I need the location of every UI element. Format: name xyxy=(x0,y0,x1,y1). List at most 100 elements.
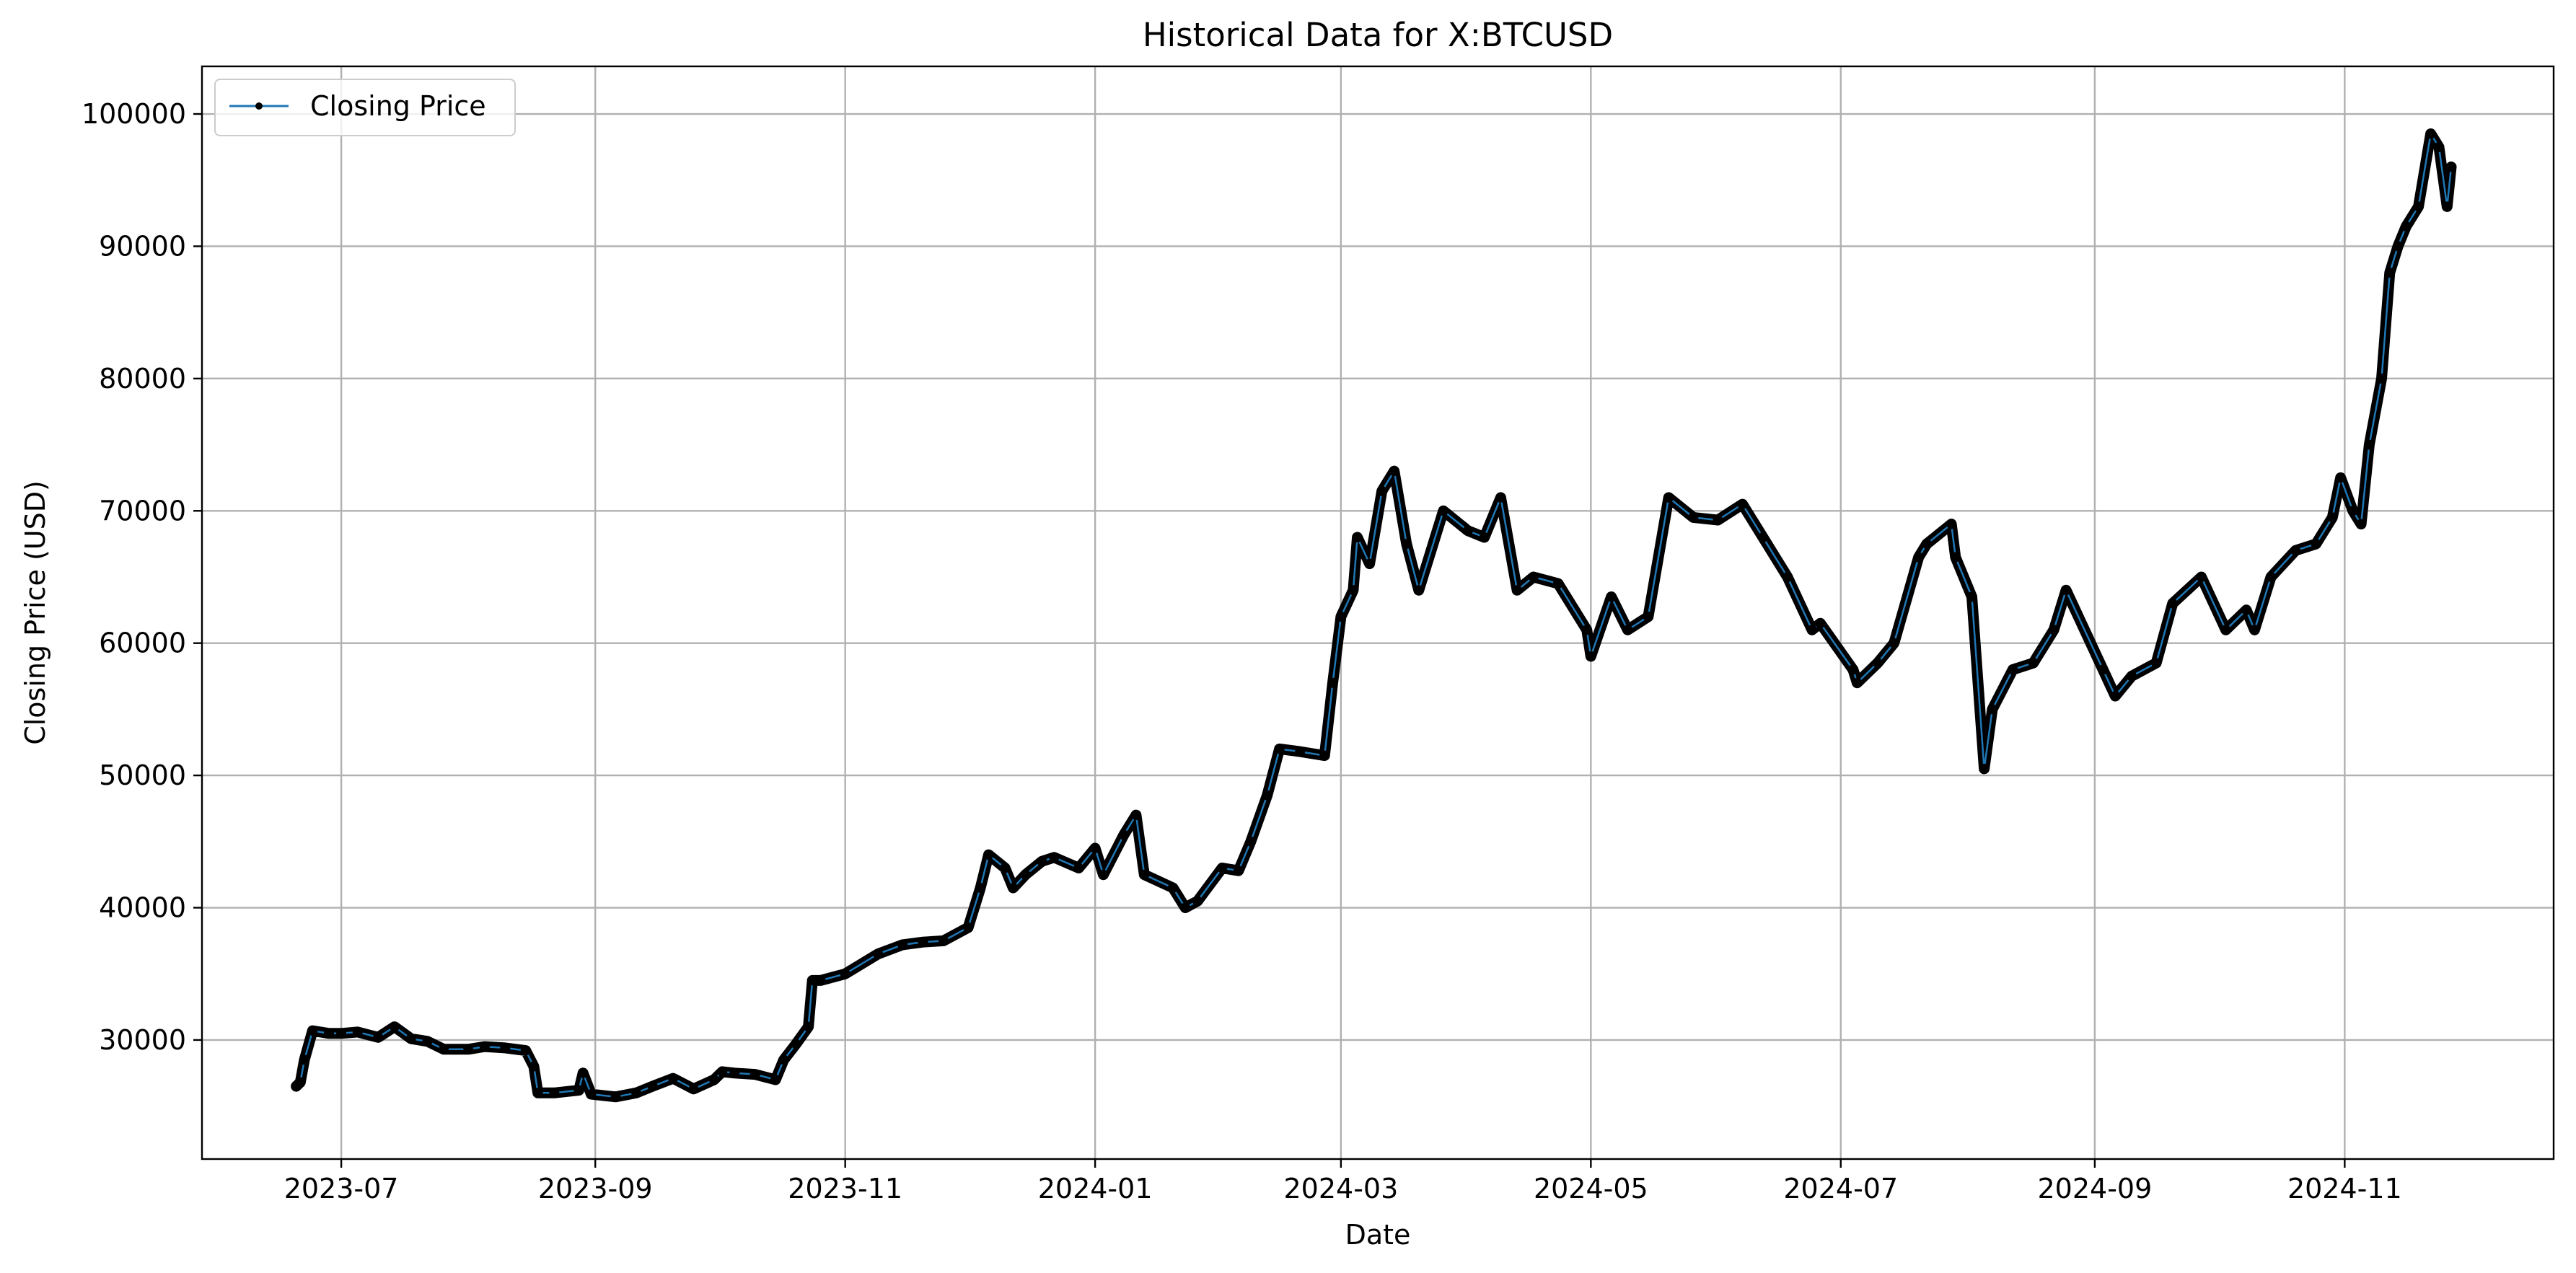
data-point xyxy=(1168,883,1178,893)
x-tick-label: 2023-11 xyxy=(788,1173,902,1204)
data-point xyxy=(938,935,949,946)
x-tick-label: 2024-11 xyxy=(2287,1173,2402,1204)
data-point xyxy=(1979,763,1990,774)
data-point xyxy=(815,975,826,986)
data-point xyxy=(873,948,884,959)
data-point xyxy=(1950,552,1961,563)
chart-title: Historical Data for X:BTCUSD xyxy=(1143,16,1613,54)
x-tick-label: 2024-05 xyxy=(1534,1173,1648,1204)
data-point xyxy=(1037,856,1047,867)
x-tick-label: 2023-07 xyxy=(284,1173,399,1204)
y-tick-label: 60000 xyxy=(99,627,186,659)
data-point xyxy=(2335,472,2346,483)
data-point xyxy=(1118,829,1129,840)
data-point xyxy=(2049,625,2060,635)
x-tick-label: 2023-09 xyxy=(538,1173,653,1204)
x-tick-label: 2024-03 xyxy=(1283,1173,1398,1204)
y-tick-label: 90000 xyxy=(99,230,186,262)
plot-frame xyxy=(201,65,2555,1160)
data-point xyxy=(1462,525,1473,536)
data-point xyxy=(1438,506,1449,516)
series-line xyxy=(295,133,2453,1098)
y-tick-label: 70000 xyxy=(99,495,186,527)
data-point xyxy=(1581,625,1592,635)
data-point xyxy=(2364,439,2375,450)
data-point xyxy=(1528,572,1539,582)
data-point xyxy=(1852,677,1863,688)
data-point xyxy=(324,1028,335,1039)
data-point xyxy=(840,969,850,979)
data-point xyxy=(1807,625,1817,635)
data-point xyxy=(963,922,974,933)
x-axis-ticks: 2023-07 2023-09 2023-11 2024-01 2024-03 2024-… xyxy=(284,1159,2402,1204)
data-point xyxy=(2347,506,2358,516)
data-point xyxy=(2249,625,2260,635)
data-point xyxy=(2442,201,2453,212)
data-point xyxy=(1757,532,1768,542)
y-tick-label: 50000 xyxy=(99,759,186,791)
data-point xyxy=(405,1034,416,1044)
data-point xyxy=(1913,552,1924,563)
y-axis-ticks: 30000 40000 50000 60000 70000 80000 90000 10000… xyxy=(82,98,202,1056)
data-point xyxy=(1319,750,1330,761)
data-point xyxy=(1098,869,1109,880)
data-point xyxy=(2446,162,2456,172)
data-point xyxy=(1217,863,1228,873)
data-point xyxy=(2425,128,2436,139)
data-point xyxy=(573,1085,584,1096)
data-point xyxy=(2266,572,2277,582)
data-point xyxy=(2110,691,2121,702)
data-point xyxy=(2127,671,2137,682)
data-point xyxy=(668,1073,679,1084)
data-point xyxy=(336,1028,347,1039)
data-point xyxy=(295,1077,306,1088)
data-point xyxy=(439,1044,449,1054)
data-point xyxy=(1335,612,1346,622)
data-point xyxy=(299,1054,309,1065)
data-point xyxy=(1245,836,1256,847)
legend-entry-closing-price: Closing Price xyxy=(310,90,486,122)
data-point xyxy=(1376,485,1387,496)
data-point xyxy=(708,1075,719,1085)
data-point xyxy=(1922,539,1932,550)
data-point xyxy=(307,1026,318,1036)
y-tick-label: 30000 xyxy=(99,1024,186,1056)
data-point xyxy=(1966,591,1977,602)
data-point xyxy=(1295,746,1306,757)
data-point xyxy=(1413,585,1424,596)
data-point xyxy=(1180,902,1191,913)
data-point xyxy=(586,1089,597,1100)
data-point xyxy=(1348,585,1358,596)
data-point xyxy=(1622,625,1633,635)
data-point xyxy=(897,939,908,950)
data-point xyxy=(975,883,986,893)
data-point xyxy=(1049,852,1060,863)
data-point xyxy=(631,1088,641,1098)
data-point xyxy=(1020,869,1031,880)
data-point xyxy=(2384,268,2395,278)
series-layer xyxy=(291,128,2457,1103)
data-point xyxy=(2151,658,2162,669)
data-point xyxy=(520,1045,531,1056)
data-point xyxy=(1401,539,1412,550)
data-point xyxy=(1586,651,1596,661)
data-point xyxy=(717,1066,728,1077)
data-point xyxy=(2290,545,2301,556)
data-point xyxy=(2401,221,2412,232)
data-point xyxy=(1663,492,1674,503)
data-point xyxy=(2008,664,2018,675)
data-point xyxy=(2393,241,2404,252)
data-point xyxy=(1000,863,1011,873)
data-point xyxy=(1008,883,1019,893)
data-point xyxy=(1262,790,1272,801)
data-point xyxy=(1352,532,1363,542)
legend: Closing Price xyxy=(214,79,516,136)
data-point xyxy=(1274,744,1285,754)
data-point xyxy=(2413,201,2424,212)
data-point xyxy=(1327,677,1338,688)
data-point xyxy=(532,1088,543,1098)
data-point xyxy=(529,1061,539,1072)
data-point xyxy=(918,937,928,948)
y-tick-label: 100000 xyxy=(82,98,186,130)
